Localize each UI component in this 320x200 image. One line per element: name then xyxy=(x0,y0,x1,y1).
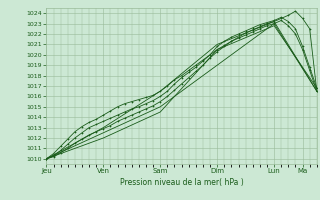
X-axis label: Pression niveau de la mer( hPa ): Pression niveau de la mer( hPa ) xyxy=(120,178,244,187)
